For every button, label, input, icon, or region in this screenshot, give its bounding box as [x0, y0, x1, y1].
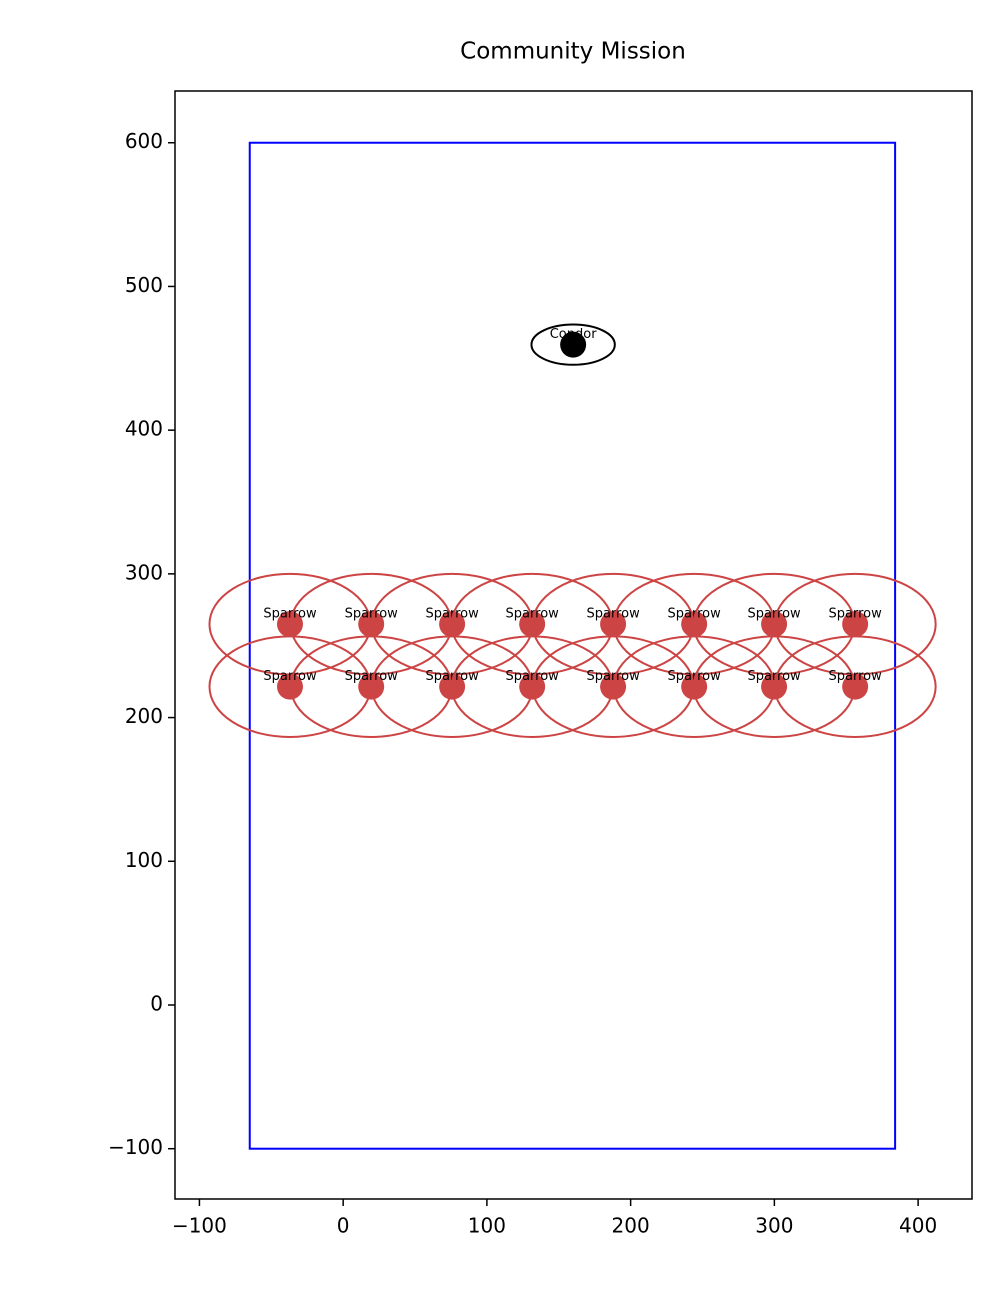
agent-range — [530, 323, 616, 366]
y-tick-label: 500 — [125, 273, 163, 297]
agent-point — [842, 673, 869, 700]
chart-title: Community Mission — [460, 39, 686, 65]
y-tick-label: −100 — [108, 1135, 163, 1159]
x-tick-label: −100 — [172, 1214, 227, 1238]
y-tick-label: 400 — [125, 417, 163, 441]
x-tick-label: 300 — [755, 1214, 793, 1238]
y-tick-label: 300 — [125, 560, 163, 584]
agent-label: Sparrow — [345, 669, 399, 684]
agent-label: Sparrow — [586, 669, 640, 684]
x-tick-label: 0 — [337, 1214, 350, 1238]
agent-label: Sparrow — [586, 607, 640, 622]
y-tick-label: 0 — [150, 991, 163, 1015]
agent-range — [773, 635, 937, 738]
x-tick-label: 400 — [899, 1214, 937, 1238]
agent-label: Sparrow — [747, 669, 801, 684]
agent-point — [842, 611, 869, 638]
plot-frame — [174, 90, 973, 1200]
mission-area — [248, 141, 897, 1150]
agent-point — [560, 331, 587, 358]
x-tick-label: 200 — [612, 1214, 650, 1238]
y-tick-label: 100 — [125, 848, 163, 872]
x-tick-label: 100 — [468, 1214, 506, 1238]
agent-label: Sparrow — [263, 607, 317, 622]
y-tick-label: 200 — [125, 704, 163, 728]
agent-label: Sparrow — [506, 669, 560, 684]
agent-label: Sparrow — [829, 607, 883, 622]
agent-label: Condor — [550, 327, 597, 342]
agent-label: Sparrow — [345, 607, 399, 622]
agent-label: Sparrow — [829, 669, 883, 684]
agent-label: Sparrow — [747, 607, 801, 622]
agent-label: Sparrow — [263, 669, 317, 684]
agent-label: Sparrow — [506, 607, 560, 622]
y-tick-label: 600 — [125, 129, 163, 153]
